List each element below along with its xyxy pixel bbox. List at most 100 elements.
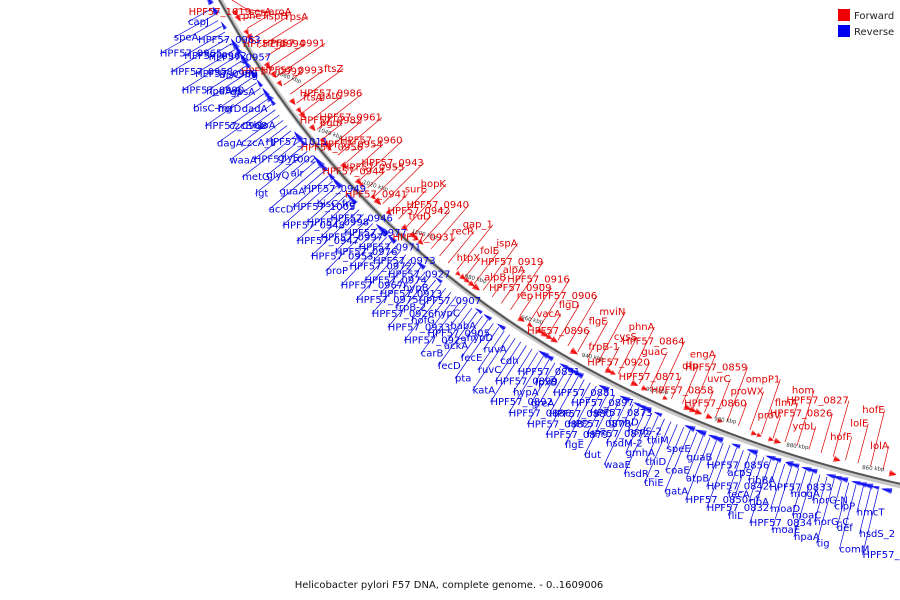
- forward-gene-feature: [540, 329, 549, 337]
- gene-leader-line: [517, 348, 533, 373]
- forward-gene-feature: [339, 161, 348, 170]
- reverse-gene-feature: [771, 457, 782, 464]
- reverse-gene-label: HPF57_0856: [707, 460, 769, 471]
- gene-leader-line: [418, 279, 436, 302]
- scale-tick-label: 980 kbp: [464, 274, 488, 285]
- gene-leader-line: [608, 398, 621, 423]
- reverse-gene-label: HPF57_0899: [495, 376, 557, 387]
- gene-leader-line: [352, 144, 384, 173]
- gene-leader-line: [526, 366, 562, 425]
- reverse-gene-label: hypC: [434, 309, 460, 320]
- reverse-gene-feature: [483, 313, 493, 322]
- forward-gene-label: HPF57_0864: [622, 336, 684, 347]
- reverse-gene-label: HPF57_0892: [491, 397, 553, 408]
- gene-leader-line: [528, 287, 552, 323]
- forward-gene-label: HPF57_0993: [261, 65, 323, 76]
- reverse-gene-label: ruvA: [484, 345, 507, 356]
- gene-leader-line: [266, 145, 304, 176]
- reverse-gene-feature: [861, 483, 874, 490]
- gene-leader-line: [252, 16, 289, 39]
- forward-gene-label: rpsA: [285, 12, 308, 23]
- reverse-gene-label: horG-C: [814, 517, 849, 528]
- forward-gene-label: hom: [792, 385, 814, 396]
- reverse-gene-feature: [474, 307, 483, 315]
- reverse-gene-label: HPF57_0850: [686, 495, 748, 506]
- forward-gene-label: alpA: [503, 265, 525, 276]
- gene-leader-line: [534, 359, 550, 383]
- reverse-gene-label: HPF57_0927: [388, 270, 450, 281]
- gene-leader-line: [420, 299, 462, 354]
- forward-gene-label: ispA: [496, 239, 517, 250]
- forward-gene-label: HPF57_0992: [241, 66, 303, 77]
- reverse-gene-label: hefD: [218, 104, 242, 115]
- gene-leader-line: [290, 156, 312, 174]
- reverse-gene-label: HPF57_0973: [373, 256, 435, 267]
- forward-gene-label: hofE: [862, 405, 884, 416]
- forward-gene-feature: [640, 384, 648, 391]
- forward-gene-label: rep: [517, 291, 533, 302]
- reverse-gene-label: ruvC: [478, 365, 501, 376]
- reverse-gene-label: thiM: [647, 436, 669, 447]
- reverse-gene-feature: [880, 488, 893, 495]
- gene-leader-line: [812, 474, 821, 501]
- gene-leader-line: [686, 432, 698, 458]
- reverse-gene-label: alr: [291, 169, 305, 180]
- gene-leader-line: [557, 304, 580, 341]
- gene-leader-line: [173, 14, 216, 38]
- reverse-gene-feature: [619, 395, 631, 404]
- gene-leader-line: [749, 391, 764, 431]
- reverse-gene-label: HPF57_0998: [307, 217, 369, 228]
- reverse-gene-label: HPF57_0832: [707, 503, 769, 514]
- reverse-gene-label: cdh: [500, 356, 518, 367]
- gene-leader-line: [808, 426, 817, 450]
- gene-leader-line: [358, 227, 378, 248]
- forward-gene-feature: [716, 417, 723, 423]
- gene-leader-line: [402, 267, 421, 289]
- gene-leader-line: [816, 478, 835, 544]
- reverse-gene-label: czcB_1: [229, 121, 263, 132]
- reverse-gene-label: HPF57_0946: [330, 214, 392, 225]
- gene-leader-line: [519, 295, 534, 317]
- reverse-gene-feature: [266, 93, 275, 103]
- gene-leader-line: [870, 410, 885, 467]
- reverse-gene-label: HPF57_0990: [182, 85, 244, 96]
- forward-gene-label: gatC: [319, 91, 342, 102]
- gene-leader-line: [649, 351, 668, 390]
- forward-gene-feature: [231, 8, 238, 17]
- reverse-gene-feature: [298, 137, 307, 147]
- reverse-gene-feature: [870, 486, 880, 491]
- reverse-gene-label: thiE: [644, 478, 663, 489]
- forward-gene-feature: [276, 79, 283, 87]
- gene-leader-line: [571, 379, 585, 404]
- forward-gene-label: HPF57_0906: [535, 291, 597, 302]
- forward-gene-label: HPF57_0944: [322, 166, 384, 177]
- gene-leader-line: [607, 346, 620, 369]
- scale-tick-label: 860 kbp: [862, 465, 885, 473]
- reverse-gene-label: HPF57_0958: [171, 67, 233, 78]
- gene-leader-line: [208, 43, 232, 58]
- reverse-gene-feature: [837, 477, 849, 484]
- gene-leader-line: [706, 440, 717, 466]
- gene-leader-line: [715, 378, 731, 418]
- reverse-gene-label: glyQ: [267, 171, 290, 182]
- reverse-gene-label: HPF57_1002: [254, 154, 316, 165]
- gene-leader-line: [447, 231, 475, 264]
- reverse-gene-label: hypD: [467, 333, 494, 344]
- forward-gene-feature: [358, 181, 365, 188]
- gene-leader-line: [187, 8, 212, 23]
- reverse-gene-feature: [230, 38, 240, 51]
- forward-gene-feature: [354, 177, 362, 186]
- gene-leader-line: [483, 327, 499, 350]
- forward-gene-label: pgm: [320, 118, 342, 129]
- gene-leader-line: [159, 20, 219, 54]
- reverse-gene-feature: [249, 67, 259, 79]
- forward-gene-label: folE: [480, 246, 499, 257]
- reverse-gene-label: HPF57_0873: [590, 408, 652, 419]
- forward-gene-feature: [516, 314, 525, 322]
- gene-leader-line: [643, 421, 672, 484]
- forward-gene-feature: [288, 97, 296, 105]
- reverse-gene-label: glyS: [278, 153, 299, 164]
- gene-leader-line: [264, 43, 286, 58]
- forward-gene-label: uvrC: [707, 374, 730, 385]
- gene-leader-line: [387, 254, 407, 275]
